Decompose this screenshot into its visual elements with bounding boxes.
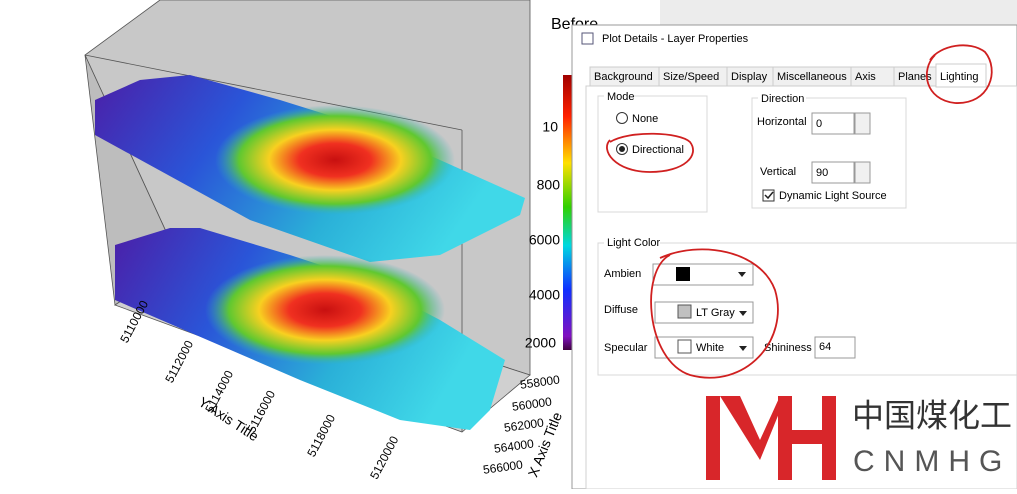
checkbox[interactable] [762,189,775,202]
colorbar-label: 4000 [529,287,560,303]
light-color-group [597,242,1017,376]
tab-label[interactable]: Display [731,71,768,83]
field-label: Horizontal [757,116,807,128]
field-label: Diffuse [604,304,638,316]
tab[interactable] [935,63,987,88]
colorbar-label: 6000 [529,232,560,248]
annotation-circle [650,248,779,379]
dropdown-arrow [739,311,747,316]
field-label: Specular [604,342,648,354]
radio-dot [619,146,625,152]
color-swatch [677,339,692,354]
tab-label[interactable]: Miscellaneous [777,71,847,83]
text-input[interactable] [814,336,856,359]
input-value: 64 [819,341,831,353]
x-tick-label: 564000 [493,436,535,455]
x-tick-label: 560000 [511,394,553,413]
tab-panel [585,85,1017,490]
group-label: Mode [607,91,635,103]
color-swatch [676,267,690,281]
group-label: Light Color [607,237,661,249]
y-tick-label: 5112000 [162,338,196,385]
y-tick-label: 5118000 [304,412,338,459]
colorbar-label: 2000 [525,335,556,351]
colorbar-label: 10 [542,119,558,135]
surface-peak [215,105,455,215]
input-value: 90 [816,167,828,179]
x-axis: 558000 560000 562000 564000 566000 [482,372,561,476]
annotation-circle [606,132,694,173]
check-mark [764,191,774,200]
group-label-bg [604,236,660,248]
color-swatch [677,304,692,319]
x-tick-label: 562000 [503,415,545,434]
mode-group [597,95,708,213]
y-tick-label: 5120000 [367,433,401,481]
radio-label[interactable]: None [632,113,658,125]
logo-bar [792,430,822,444]
tab-label[interactable]: Size/Speed [663,71,719,83]
tab-bar: Background Size/Speed Display Miscellaneous… [589,63,987,88]
group-label: Direction [761,93,804,105]
logo-mark [706,396,836,480]
colorbar-label: 800 [537,177,561,193]
logo-bar [778,396,792,480]
spinner[interactable] [854,112,871,135]
surface-peak [205,255,445,365]
tab-label[interactable]: Planes [898,71,932,83]
annotation-circle [926,44,993,104]
tab-label[interactable]: Lighting [940,71,979,83]
text-input[interactable] [811,112,855,135]
colorbar [563,75,573,350]
text-input[interactable] [811,161,855,184]
logo-chinese: 中国煤化工 [852,397,1012,433]
spinner[interactable] [854,161,871,184]
tab-label[interactable]: Background [594,71,653,83]
logo-bar [720,396,786,460]
annotations [606,44,993,379]
tab-label[interactable]: Axis [855,71,876,83]
logo-latin: CNMHG [853,445,1011,478]
checkbox-label[interactable]: Dynamic Light Source [779,190,887,202]
dropdown-arrow [738,272,746,277]
combo-box[interactable] [652,263,754,286]
dialog-icon [581,32,594,45]
logo-bar [706,396,720,480]
radio-label[interactable]: Directional [632,144,684,156]
background-window [660,0,1017,25]
field-label: Ambien [604,268,641,280]
direction-group [751,97,907,209]
x-tick-label: 558000 [519,372,561,391]
combo-value: LT Gray [696,307,735,319]
combo-value: White [696,342,724,354]
field-label: Vertical [760,166,796,178]
group-label-bg [604,90,634,102]
dialog-title: Plot Details - Layer Properties [602,33,749,45]
group-label-bg [758,92,806,104]
logo-bar [822,396,836,480]
radio[interactable] [616,112,628,124]
x-tick-label: 566000 [482,457,524,476]
field-label: Shininess [764,342,812,354]
input-value: 0 [816,118,822,130]
dropdown-arrow [739,346,747,351]
